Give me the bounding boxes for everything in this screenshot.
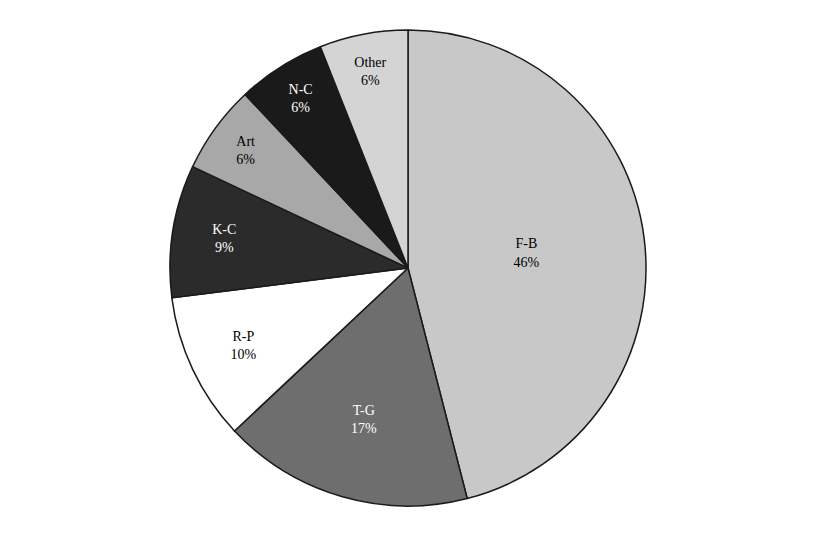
svg-text:Other6%: Other6% bbox=[354, 55, 386, 88]
svg-text:T-G17%: T-G17% bbox=[351, 403, 377, 436]
svg-text:R-P10%: R-P10% bbox=[230, 329, 256, 362]
svg-text:F-B46%: F-B46% bbox=[514, 236, 540, 269]
svg-text:K-C9%: K-C9% bbox=[212, 222, 236, 255]
svg-text:N-C6%: N-C6% bbox=[289, 82, 313, 115]
svg-text:Art6%: Art6% bbox=[236, 134, 255, 167]
